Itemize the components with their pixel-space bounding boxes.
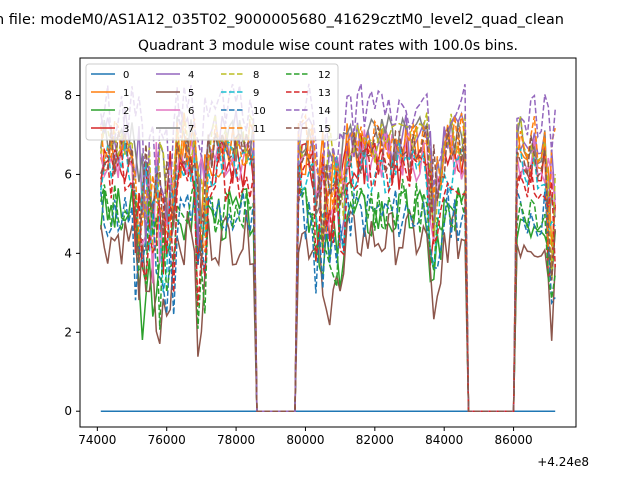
- y-tick-label: 2: [64, 325, 72, 339]
- x-tick-label: 86000: [494, 433, 532, 447]
- legend-label-4: 4: [188, 70, 194, 81]
- x-axis: 74000 76000 78000 80000 82000 84000 86000: [78, 427, 533, 447]
- legend-label-1: 1: [123, 88, 129, 99]
- legend-label-8: 8: [253, 70, 259, 81]
- series-line-13: [100, 145, 556, 412]
- legend-label-9: 9: [253, 88, 259, 99]
- y-tick-label: 6: [64, 167, 72, 181]
- legend-label-7: 7: [188, 124, 194, 135]
- series-line-15: [100, 125, 556, 412]
- legend-label-6: 6: [188, 106, 194, 117]
- legend-label-12: 12: [318, 70, 331, 81]
- x-tick-label: 74000: [78, 433, 116, 447]
- legend-label-15: 15: [318, 124, 331, 135]
- x-tick-label: 82000: [356, 433, 394, 447]
- legend-label-0: 0: [123, 70, 129, 81]
- y-tick-label: 4: [64, 246, 72, 260]
- y-tick-label: 0: [64, 404, 72, 418]
- y-axis: 0 2 4 6 8: [64, 88, 80, 418]
- axes-frame: [79, 57, 577, 428]
- legend-label-5: 5: [188, 88, 194, 99]
- x-tick-label: 84000: [425, 433, 463, 447]
- plot-area: [100, 83, 556, 412]
- legend-label-10: 10: [253, 106, 266, 117]
- y-tick-label: 8: [64, 88, 72, 102]
- x-axis-offset-label: +4.24e8: [537, 455, 589, 469]
- x-tick-label: 80000: [286, 433, 324, 447]
- figure-suptitle: n file: modeM0/AS1A12_035T02_9000005680_…: [0, 12, 564, 28]
- series-line-12: [100, 178, 556, 412]
- legend-label-3: 3: [123, 124, 129, 135]
- legend-label-2: 2: [123, 106, 129, 117]
- legend-label-11: 11: [253, 124, 266, 135]
- chart-title: Quadrant 3 module wise count rates with …: [138, 38, 518, 54]
- x-tick-label: 78000: [217, 433, 255, 447]
- legend-label-13: 13: [318, 88, 331, 99]
- legend-box: [85, 63, 339, 141]
- legend-label-14: 14: [318, 106, 331, 117]
- x-tick-label: 76000: [148, 433, 186, 447]
